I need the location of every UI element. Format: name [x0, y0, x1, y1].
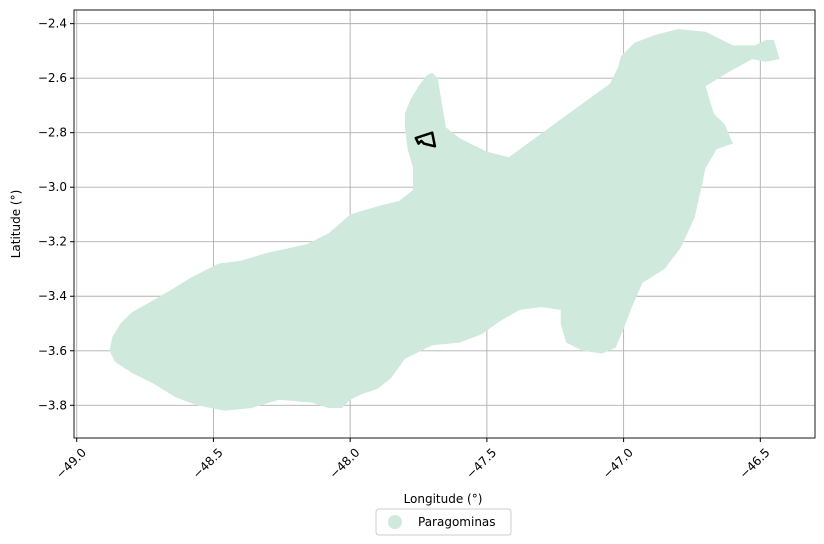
y-tick-label: −3.8 — [38, 398, 67, 412]
x-tick-label: −49.0 — [53, 445, 89, 481]
plot-frame — [73, 9, 816, 439]
y-tick-label: −3.2 — [38, 235, 67, 249]
x-axis-label: Longitude (°) — [404, 492, 483, 506]
x-tick-label: −48.5 — [190, 445, 226, 481]
y-tick-label: −2.8 — [38, 126, 67, 140]
y-tick-label: −3.6 — [38, 344, 67, 358]
y-tick-label: −2.4 — [38, 17, 67, 31]
legend-label-paragominas: Paragominas — [418, 515, 496, 529]
legend-swatch-paragominas — [388, 515, 402, 529]
y-axis-label: Latitude (°) — [9, 190, 23, 259]
y-tick-label: −2.6 — [38, 71, 67, 85]
y-tick-label: −3.4 — [38, 289, 67, 303]
x-tick-label: −47.0 — [600, 445, 636, 481]
x-axis: −49.0 −48.5 −48.0 −47.5 −47.0 −46.5 — [53, 438, 773, 481]
map-layer — [109, 29, 780, 411]
x-tick-label: −48.0 — [327, 445, 363, 481]
legend-box — [375, 508, 512, 536]
y-axis: −2.4 −2.6 −2.8 −3.0 −3.2 −3.4 −3.6 −3.8 — [38, 17, 74, 412]
area-of-interest-outline — [414, 131, 437, 148]
x-tick-label: −46.5 — [737, 445, 773, 481]
legend: Paragominas — [375, 508, 512, 536]
x-tick-label: −47.5 — [463, 445, 499, 481]
region-paragominas — [109, 29, 780, 411]
y-tick-label: −3.0 — [38, 180, 67, 194]
